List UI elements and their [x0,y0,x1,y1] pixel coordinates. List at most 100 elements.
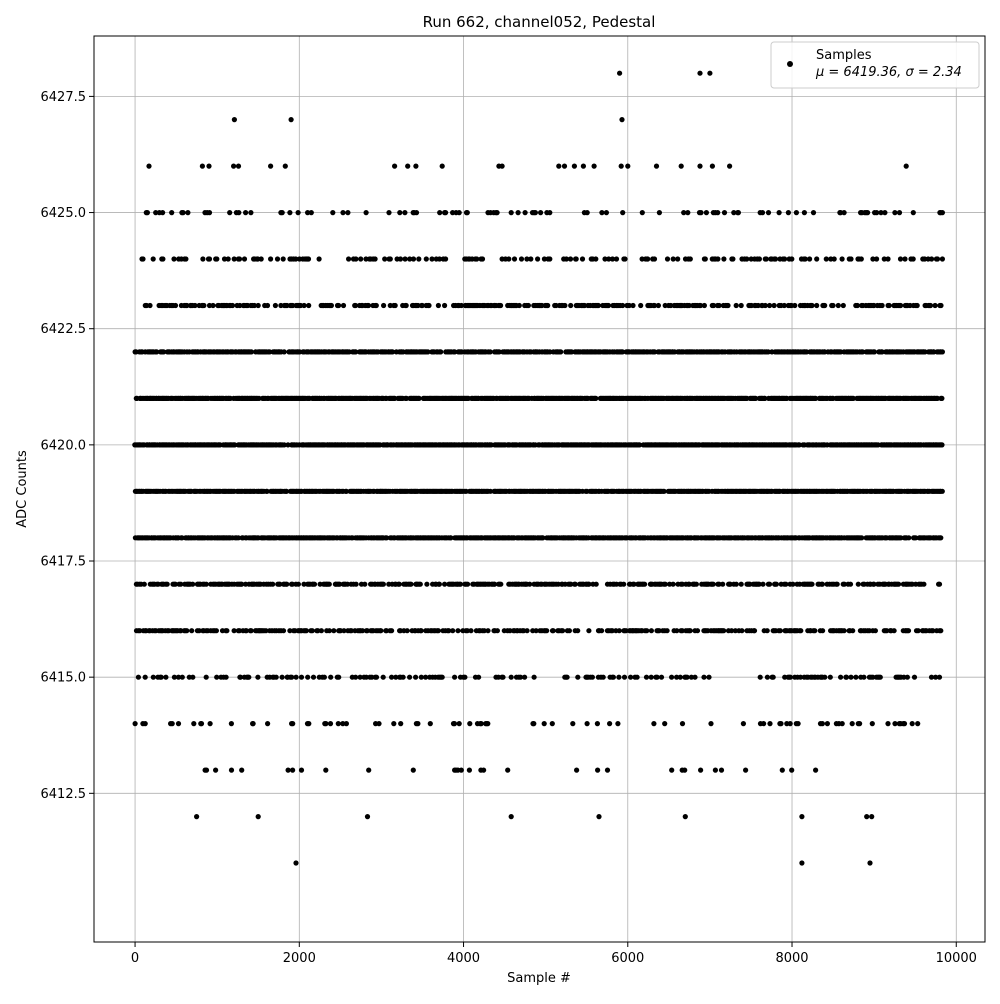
data-point [522,210,528,216]
data-point [807,256,813,262]
data-point [340,302,347,309]
data-point [353,256,359,262]
data-point [274,256,281,262]
data-point [522,674,528,680]
data-point [785,210,792,216]
data-point [675,256,681,262]
data-point [346,256,352,262]
data-point [452,674,458,680]
data-point [280,628,287,634]
data-point [819,721,826,727]
data-point [618,163,624,169]
data-point [884,628,890,634]
data-point [834,581,840,587]
data-point [335,721,341,727]
data-point [756,581,762,587]
x-tick-label: 0 [131,951,139,966]
data-point [604,767,611,773]
data-point [258,256,264,262]
data-point [499,163,505,169]
data-point [378,628,384,634]
data-point [273,674,279,680]
data-point [343,488,349,494]
data-point [456,210,462,216]
data-point [721,628,727,634]
data-point [653,163,660,169]
data-point [303,628,309,634]
data-point [255,814,261,820]
data-point [715,256,721,262]
data-point [892,210,898,216]
y-axis-label: ADC Counts [15,450,30,528]
data-point [831,256,837,262]
data-point [727,163,733,169]
data-point [843,674,850,680]
data-point [184,628,190,634]
data-point [677,674,683,680]
data-point [626,302,632,309]
data-point [857,721,863,727]
data-point [340,210,346,216]
data-point [898,535,904,541]
data-point [163,674,169,680]
data-point [424,581,430,587]
data-point [664,628,670,634]
data-point [175,721,182,727]
data-point [194,814,200,820]
data-point [435,628,441,634]
data-point [487,349,493,355]
data-point [802,256,808,262]
data-point [740,721,747,727]
data-point [185,210,191,216]
data-point [396,581,402,587]
data-point [427,721,433,727]
data-point [584,721,590,727]
data-point [248,210,254,216]
data-point [416,395,422,401]
data-point [479,256,486,262]
data-point [423,256,429,262]
data-point [496,349,502,355]
data-point [767,721,773,727]
data-point [305,210,311,216]
data-point [850,395,856,401]
chart-title: Run 662, channel052, Pedestal [423,13,656,31]
data-point [782,256,788,262]
data-point [235,535,241,541]
data-point [485,628,491,634]
data-point [711,302,717,309]
data-point [144,210,150,216]
data-point [429,256,435,262]
data-point [373,674,380,680]
data-point [467,721,473,727]
data-point [777,628,783,634]
data-point [511,256,518,262]
data-point [408,581,414,587]
data-point [698,210,704,216]
data-point [191,721,197,727]
data-point [437,210,443,216]
data-point [353,349,359,355]
data-point [906,535,912,541]
data-point [206,256,213,262]
data-point [902,256,908,262]
data-point [248,349,254,355]
data-point [443,256,449,262]
data-point [391,721,397,727]
data-point [147,302,153,309]
data-point [674,674,680,680]
data-point [392,163,398,169]
data-point [839,256,845,262]
data-point [359,628,366,634]
data-point [708,721,714,727]
data-point [761,721,767,727]
data-point [462,674,468,680]
data-point [316,256,322,262]
data-point [810,210,817,216]
data-point [331,628,337,634]
data-point [599,210,605,216]
data-point [712,767,719,773]
legend-frame [770,41,980,89]
data-point [476,674,482,680]
data-point [364,628,370,634]
